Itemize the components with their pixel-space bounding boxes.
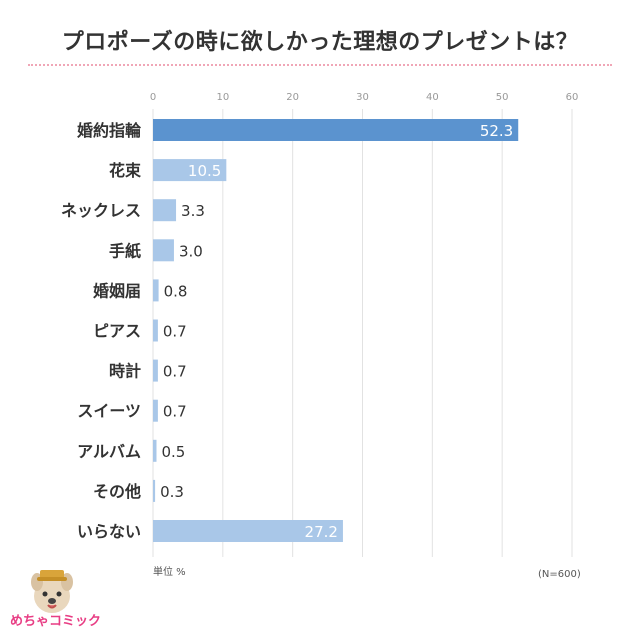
category-label: 時計	[109, 362, 141, 381]
unit-label: 単位 %	[153, 567, 186, 578]
bar	[153, 119, 519, 141]
x-tick-label: 60	[566, 92, 579, 103]
bar	[153, 239, 174, 262]
x-tick-label: 0	[150, 92, 156, 103]
value-label: 0.7	[163, 363, 187, 381]
x-tick-label: 30	[356, 92, 369, 103]
category-label: その他	[93, 482, 141, 501]
x-tick-label: 10	[216, 92, 229, 103]
category-label: 婚約指輪	[77, 121, 142, 140]
x-tick-label: 40	[426, 92, 439, 103]
bar	[153, 439, 157, 462]
x-tick-label: 20	[286, 92, 299, 103]
value-label: 10.5	[188, 162, 221, 180]
value-label: 3.3	[181, 202, 205, 220]
value-label: 0.5	[161, 443, 185, 461]
category-label: 手紙	[109, 241, 141, 260]
mechacomic-logo: めちゃコミック	[8, 566, 116, 632]
bar	[153, 199, 177, 222]
bar	[153, 359, 158, 382]
bar	[153, 279, 159, 302]
logo-text: めちゃコミック	[10, 614, 102, 629]
value-label: 0.3	[160, 483, 184, 501]
bar	[153, 319, 158, 342]
x-tick-label: 50	[496, 92, 509, 103]
value-label: 3.0	[179, 242, 203, 260]
value-label: 52.3	[480, 122, 513, 140]
bar	[153, 159, 227, 182]
value-label: 0.8	[164, 282, 188, 300]
value-label: 0.7	[163, 323, 187, 341]
bar	[153, 399, 158, 422]
bar	[153, 520, 343, 542]
title-divider	[28, 64, 612, 66]
category-label: スイーツ	[77, 402, 141, 421]
category-label: 婚姻届	[93, 281, 141, 300]
category-label: 花束	[109, 161, 142, 180]
value-label: 0.7	[163, 403, 187, 421]
chart-title: プロポーズの時に欲しかった理想のプレゼントは？	[61, 30, 579, 55]
category-label: ピアス	[93, 322, 141, 341]
category-label: アルバム	[77, 442, 141, 461]
value-label: 27.2	[305, 523, 338, 541]
category-label: いらない	[77, 522, 141, 541]
bar	[153, 479, 156, 502]
dog-mascot-icon	[31, 570, 73, 613]
category-label: ネックレス	[61, 201, 141, 220]
sample-size-note: (N=600)	[538, 569, 581, 580]
